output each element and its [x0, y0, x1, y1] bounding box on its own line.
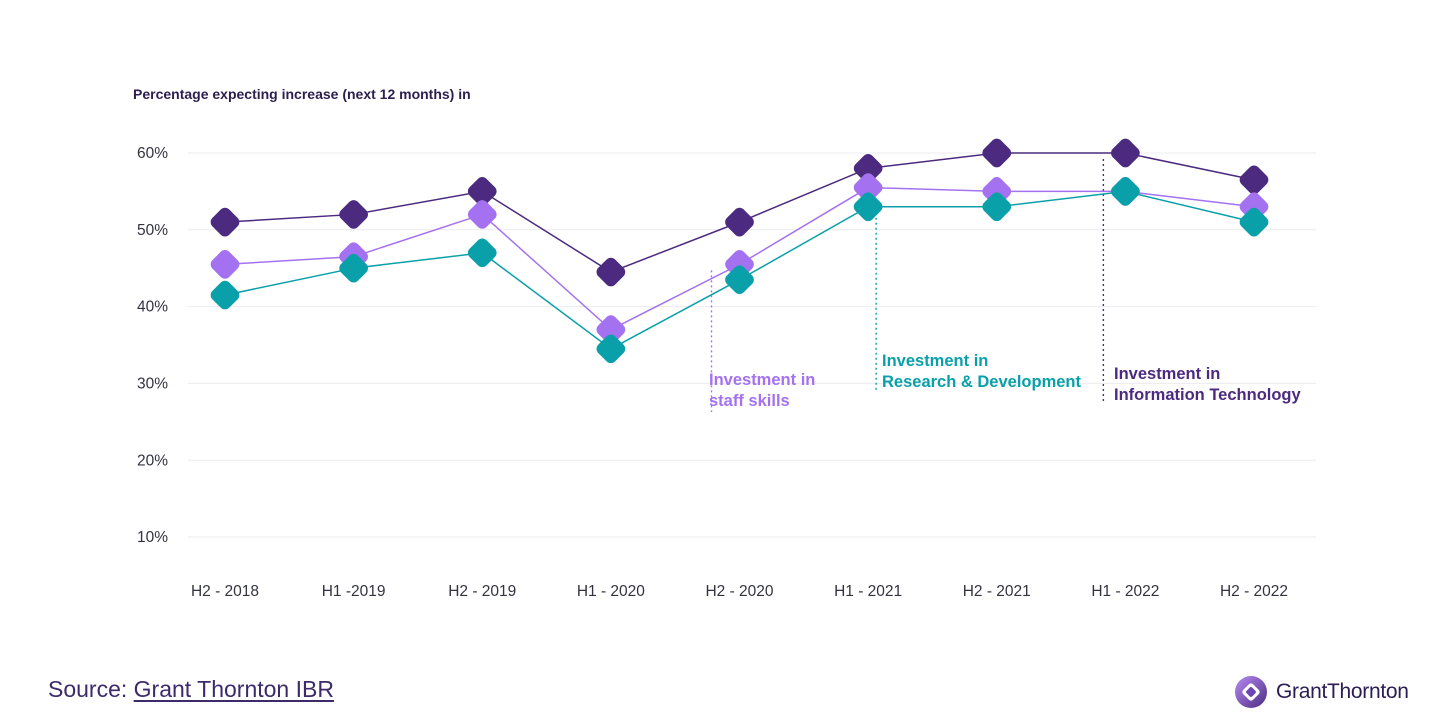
source-link[interactable]: Grant Thornton IBR: [133, 676, 334, 702]
annotation-label: Investment in: [1114, 365, 1220, 383]
y-tick-label: 10%: [137, 529, 168, 546]
data-point-marker: [596, 315, 626, 344]
x-tick-label: H1 -2019: [322, 583, 386, 600]
annotation-label: Investment in: [709, 371, 815, 389]
grant-thornton-logo: GrantThornton: [1234, 674, 1409, 710]
data-point-marker: [467, 200, 497, 229]
data-point-marker: [982, 192, 1012, 222]
data-point-marker: [210, 207, 240, 237]
data-point-marker: [982, 138, 1012, 168]
data-point-marker: [1111, 177, 1140, 206]
y-tick-label: 20%: [137, 452, 168, 469]
data-point-marker: [1239, 207, 1269, 237]
series-markers: [210, 138, 1269, 364]
data-point-marker: [339, 253, 368, 283]
data-point-marker: [1111, 138, 1140, 168]
data-point-marker: [725, 207, 754, 237]
y-tick-label: 50%: [137, 222, 168, 239]
y-tick-label: 60%: [137, 145, 168, 162]
data-point-marker: [853, 173, 883, 202]
data-point-marker: [467, 177, 497, 206]
x-tick-label: H1 - 2021: [834, 583, 902, 600]
data-point-marker: [467, 238, 497, 268]
data-point-marker: [853, 192, 883, 222]
annotation-label: Information Technology: [1114, 386, 1302, 404]
data-point-marker: [1239, 165, 1269, 195]
grant-thornton-logo-icon: [1235, 676, 1267, 708]
x-tick-label: H1 - 2022: [1091, 583, 1159, 600]
data-point-marker: [596, 257, 626, 287]
logo-text: GrantThornton: [1276, 680, 1409, 703]
annotation-label: Research & Development: [882, 373, 1081, 391]
y-axis-ticks: 10% 20% 30% 40% 50% 60%: [137, 145, 168, 546]
annotation-label: Investment in: [882, 352, 988, 370]
x-tick-label: H2 - 2021: [963, 583, 1031, 600]
source-prefix: Source:: [48, 676, 128, 702]
y-tick-label: 30%: [137, 375, 168, 392]
x-tick-label: H1 - 2020: [577, 583, 645, 600]
source-note: Source: Grant Thornton IBR: [48, 676, 334, 703]
data-point-marker: [339, 200, 368, 229]
annotation-label: staff skills: [709, 392, 790, 410]
y-tick-label: 40%: [137, 299, 168, 316]
x-tick-label: H2 - 2019: [448, 583, 516, 600]
data-point-marker: [210, 250, 240, 279]
data-point-marker: [725, 265, 754, 295]
x-tick-label: H2 - 2020: [705, 583, 773, 600]
annotation-labels: Investment in staff skills Investment in Re…: [709, 352, 1302, 410]
gridlines: [188, 152, 1316, 538]
data-point-marker: [596, 334, 626, 364]
x-axis-ticks: H2 - 2018 H1 -2019 H2 - 2019 H1 - 2020 H2 - …: [191, 583, 1288, 600]
data-point-marker: [210, 280, 240, 310]
chart-subtitle: Percentage expecting increase (next 12 m…: [133, 86, 471, 102]
data-point-marker: [853, 154, 883, 183]
x-tick-label: H2 - 2022: [1220, 583, 1288, 600]
annotation-leaders: [710, 159, 1105, 412]
x-tick-label: H2 - 2018: [191, 583, 259, 600]
